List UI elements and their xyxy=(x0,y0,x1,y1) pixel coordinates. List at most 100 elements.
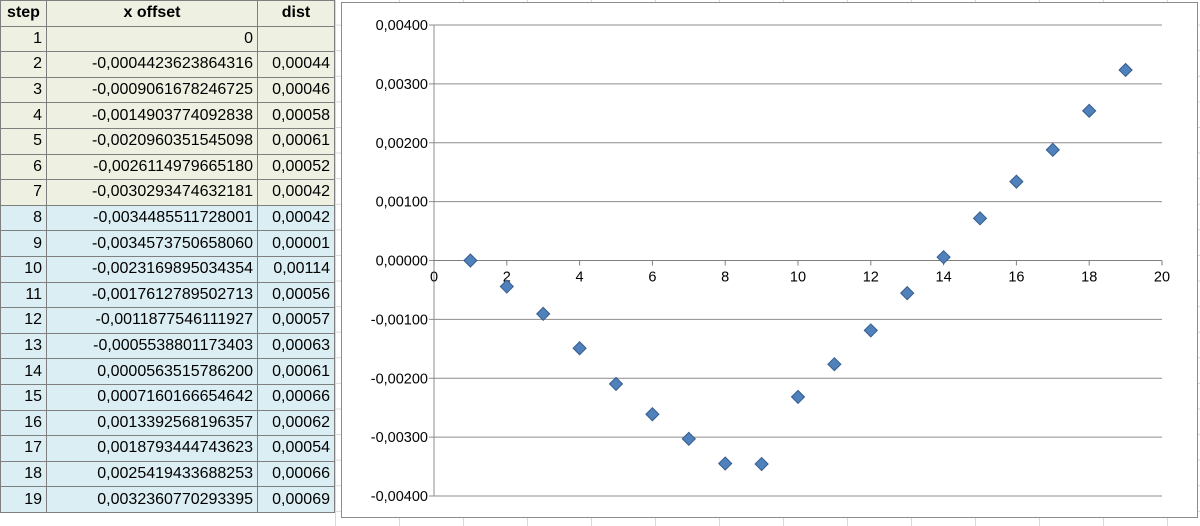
cell-dist[interactable]: 0,00056 xyxy=(257,281,335,309)
table-row: 15 0,0007160166654642 0,00066 xyxy=(0,383,335,411)
header-x-offset[interactable]: x offset xyxy=(46,0,258,27)
y-tick-label: -0,00200 xyxy=(371,371,428,387)
table-row: 5 -0,0020960351545098 0,00061 xyxy=(0,127,335,155)
cell-step[interactable]: 17 xyxy=(0,435,47,462)
table-row: 14 0,0000563515786200 0,00061 xyxy=(0,358,335,385)
cell-x-offset[interactable]: -0,0005538801173403 xyxy=(46,332,258,360)
cell-dist[interactable]: 0,00052 xyxy=(257,153,335,181)
cell-dist[interactable]: 0,00069 xyxy=(257,486,335,513)
data-point xyxy=(645,407,660,422)
data-point xyxy=(899,285,915,301)
y-tick-label: -0,00300 xyxy=(371,430,428,446)
data-point xyxy=(572,341,587,356)
header-step[interactable]: step xyxy=(0,0,47,27)
cell-dist[interactable]: 0,00114 xyxy=(257,255,335,283)
x-tick-label: 10 xyxy=(790,270,806,286)
scatter-chart: 0,00400 0,00300 0,00200 0,00100 0,00000 -0,00… xyxy=(371,18,1170,505)
table-row: 11 -0,0017612789502713 0,00056 xyxy=(0,281,335,309)
cell-step[interactable]: 19 xyxy=(0,486,47,513)
cell-step[interactable]: 11 xyxy=(0,281,47,309)
cell-step[interactable]: 15 xyxy=(0,383,47,411)
cell-x-offset[interactable]: -0,0030293474632181 xyxy=(46,179,258,206)
cell-x-offset[interactable]: -0,0023169895034354 xyxy=(46,255,258,283)
cell-x-offset[interactable]: -0,0020960351545098 xyxy=(46,127,258,155)
cell-dist[interactable]: 0,00001 xyxy=(257,230,335,257)
cell-x-offset[interactable]: -0,0026114979665180 xyxy=(46,153,258,181)
table-row: 9 -0,0034573750658060 0,00001 xyxy=(0,230,335,257)
table-row: 13 -0,0005538801173403 0,00063 xyxy=(0,332,335,360)
table-header-row: step x offset dist xyxy=(0,0,335,27)
cell-dist[interactable]: 0,00042 xyxy=(257,204,335,232)
cell-step[interactable]: 3 xyxy=(0,76,47,104)
cell-x-offset[interactable]: 0,0025419433688253 xyxy=(46,460,258,488)
cell-dist[interactable]: 0,00062 xyxy=(257,409,335,437)
x-tick-label: 8 xyxy=(721,270,729,286)
cell-dist[interactable]: 0,00063 xyxy=(257,332,335,360)
cell-dist[interactable]: 0,00046 xyxy=(257,76,335,104)
table-row: 10 -0,0023169895034354 0,00114 xyxy=(0,255,335,283)
data-point xyxy=(863,323,879,338)
cell-step[interactable]: 13 xyxy=(0,332,47,360)
y-tick-label: -0,00400 xyxy=(371,489,428,505)
cell-step[interactable]: 18 xyxy=(0,460,47,488)
data-point xyxy=(499,279,515,294)
cell-x-offset[interactable]: -0,0014903774092838 xyxy=(46,102,258,129)
cell-dist[interactable]: 0,00042 xyxy=(257,179,335,206)
cell-step[interactable]: 4 xyxy=(0,102,47,129)
table-row: 2 -0,0004423623864316 0,00044 xyxy=(0,51,335,78)
data-point xyxy=(1009,174,1024,189)
x-tick-label: 4 xyxy=(576,270,584,286)
cell-step[interactable]: 14 xyxy=(0,358,47,385)
cell-dist[interactable]: 0,00066 xyxy=(257,460,335,488)
cell-dist[interactable]: 0,00044 xyxy=(257,51,335,78)
table-row: 16 0,0013392568196357 0,00062 xyxy=(0,409,335,437)
data-point xyxy=(535,306,551,322)
cell-step[interactable]: 5 xyxy=(0,127,47,155)
data-point xyxy=(1081,103,1097,119)
y-tick-label: 0,00400 xyxy=(376,18,428,34)
cell-x-offset[interactable]: -0,0017612789502713 xyxy=(46,281,258,309)
cell-step[interactable]: 12 xyxy=(0,307,47,334)
table-row: 7 -0,0030293474632181 0,00042 xyxy=(0,179,335,206)
cell-step[interactable]: 9 xyxy=(0,230,47,257)
x-tick-label: 20 xyxy=(1154,270,1170,286)
cell-x-offset[interactable]: 0,0000563515786200 xyxy=(46,358,258,385)
y-tick-label: 0,00000 xyxy=(376,254,428,270)
cell-x-offset[interactable]: 0,0018793444743623 xyxy=(46,435,258,462)
cell-step[interactable]: 2 xyxy=(0,51,47,78)
cell-x-offset[interactable]: 0,0007160166654642 xyxy=(46,383,258,411)
cell-step[interactable]: 16 xyxy=(0,409,47,437)
x-tick-label: 6 xyxy=(648,270,656,286)
header-dist[interactable]: dist xyxy=(257,0,335,27)
cell-x-offset[interactable]: -0,0034485511728001 xyxy=(46,204,258,232)
cell-x-offset[interactable]: 0 xyxy=(46,25,258,53)
cell-x-offset[interactable]: -0,0011877546111927 xyxy=(46,307,258,334)
x-tick-label: 16 xyxy=(1008,270,1024,286)
cell-dist[interactable]: 0,00066 xyxy=(257,383,335,411)
cell-x-offset[interactable]: -0,0034573750658060 xyxy=(46,230,258,257)
cell-x-offset[interactable]: 0,0032360770293395 xyxy=(46,486,258,513)
cell-step[interactable]: 8 xyxy=(0,204,47,232)
cell-x-offset[interactable]: -0,0004423623864316 xyxy=(46,51,258,78)
cell-step[interactable]: 7 xyxy=(0,179,47,206)
chart-area[interactable]: 0,00400 0,00300 0,00200 0,00100 0,00000 -0,00… xyxy=(341,2,1198,518)
cell-step[interactable]: 10 xyxy=(0,255,47,283)
y-tick-label: 0,00300 xyxy=(376,77,428,93)
cell-dist[interactable]: 0,00061 xyxy=(257,127,335,155)
cell-step[interactable]: 1 xyxy=(0,25,47,53)
data-table: step x offset dist 1 0 2 -0,000442362386431… xyxy=(0,0,335,513)
table-row: 8 -0,0034485511728001 0,00042 xyxy=(0,204,335,232)
cell-x-offset[interactable]: 0,0013392568196357 xyxy=(46,409,258,437)
data-point xyxy=(681,431,697,447)
x-tick-label: 14 xyxy=(936,270,952,286)
cell-x-offset[interactable]: -0,0009061678246725 xyxy=(46,76,258,104)
cell-dist[interactable]: 0,00057 xyxy=(257,307,335,334)
table-body: 1 0 2 -0,0004423623864316 0,00044 3 -0,0009061… xyxy=(0,25,335,513)
cell-dist[interactable] xyxy=(257,25,335,53)
cell-dist[interactable]: 0,00058 xyxy=(257,102,335,129)
cell-step[interactable]: 6 xyxy=(0,153,47,181)
x-tick-label: 12 xyxy=(863,270,879,286)
cell-dist[interactable]: 0,00054 xyxy=(257,435,335,462)
y-tick-label: 0,00200 xyxy=(376,136,428,152)
cell-dist[interactable]: 0,00061 xyxy=(257,358,335,385)
